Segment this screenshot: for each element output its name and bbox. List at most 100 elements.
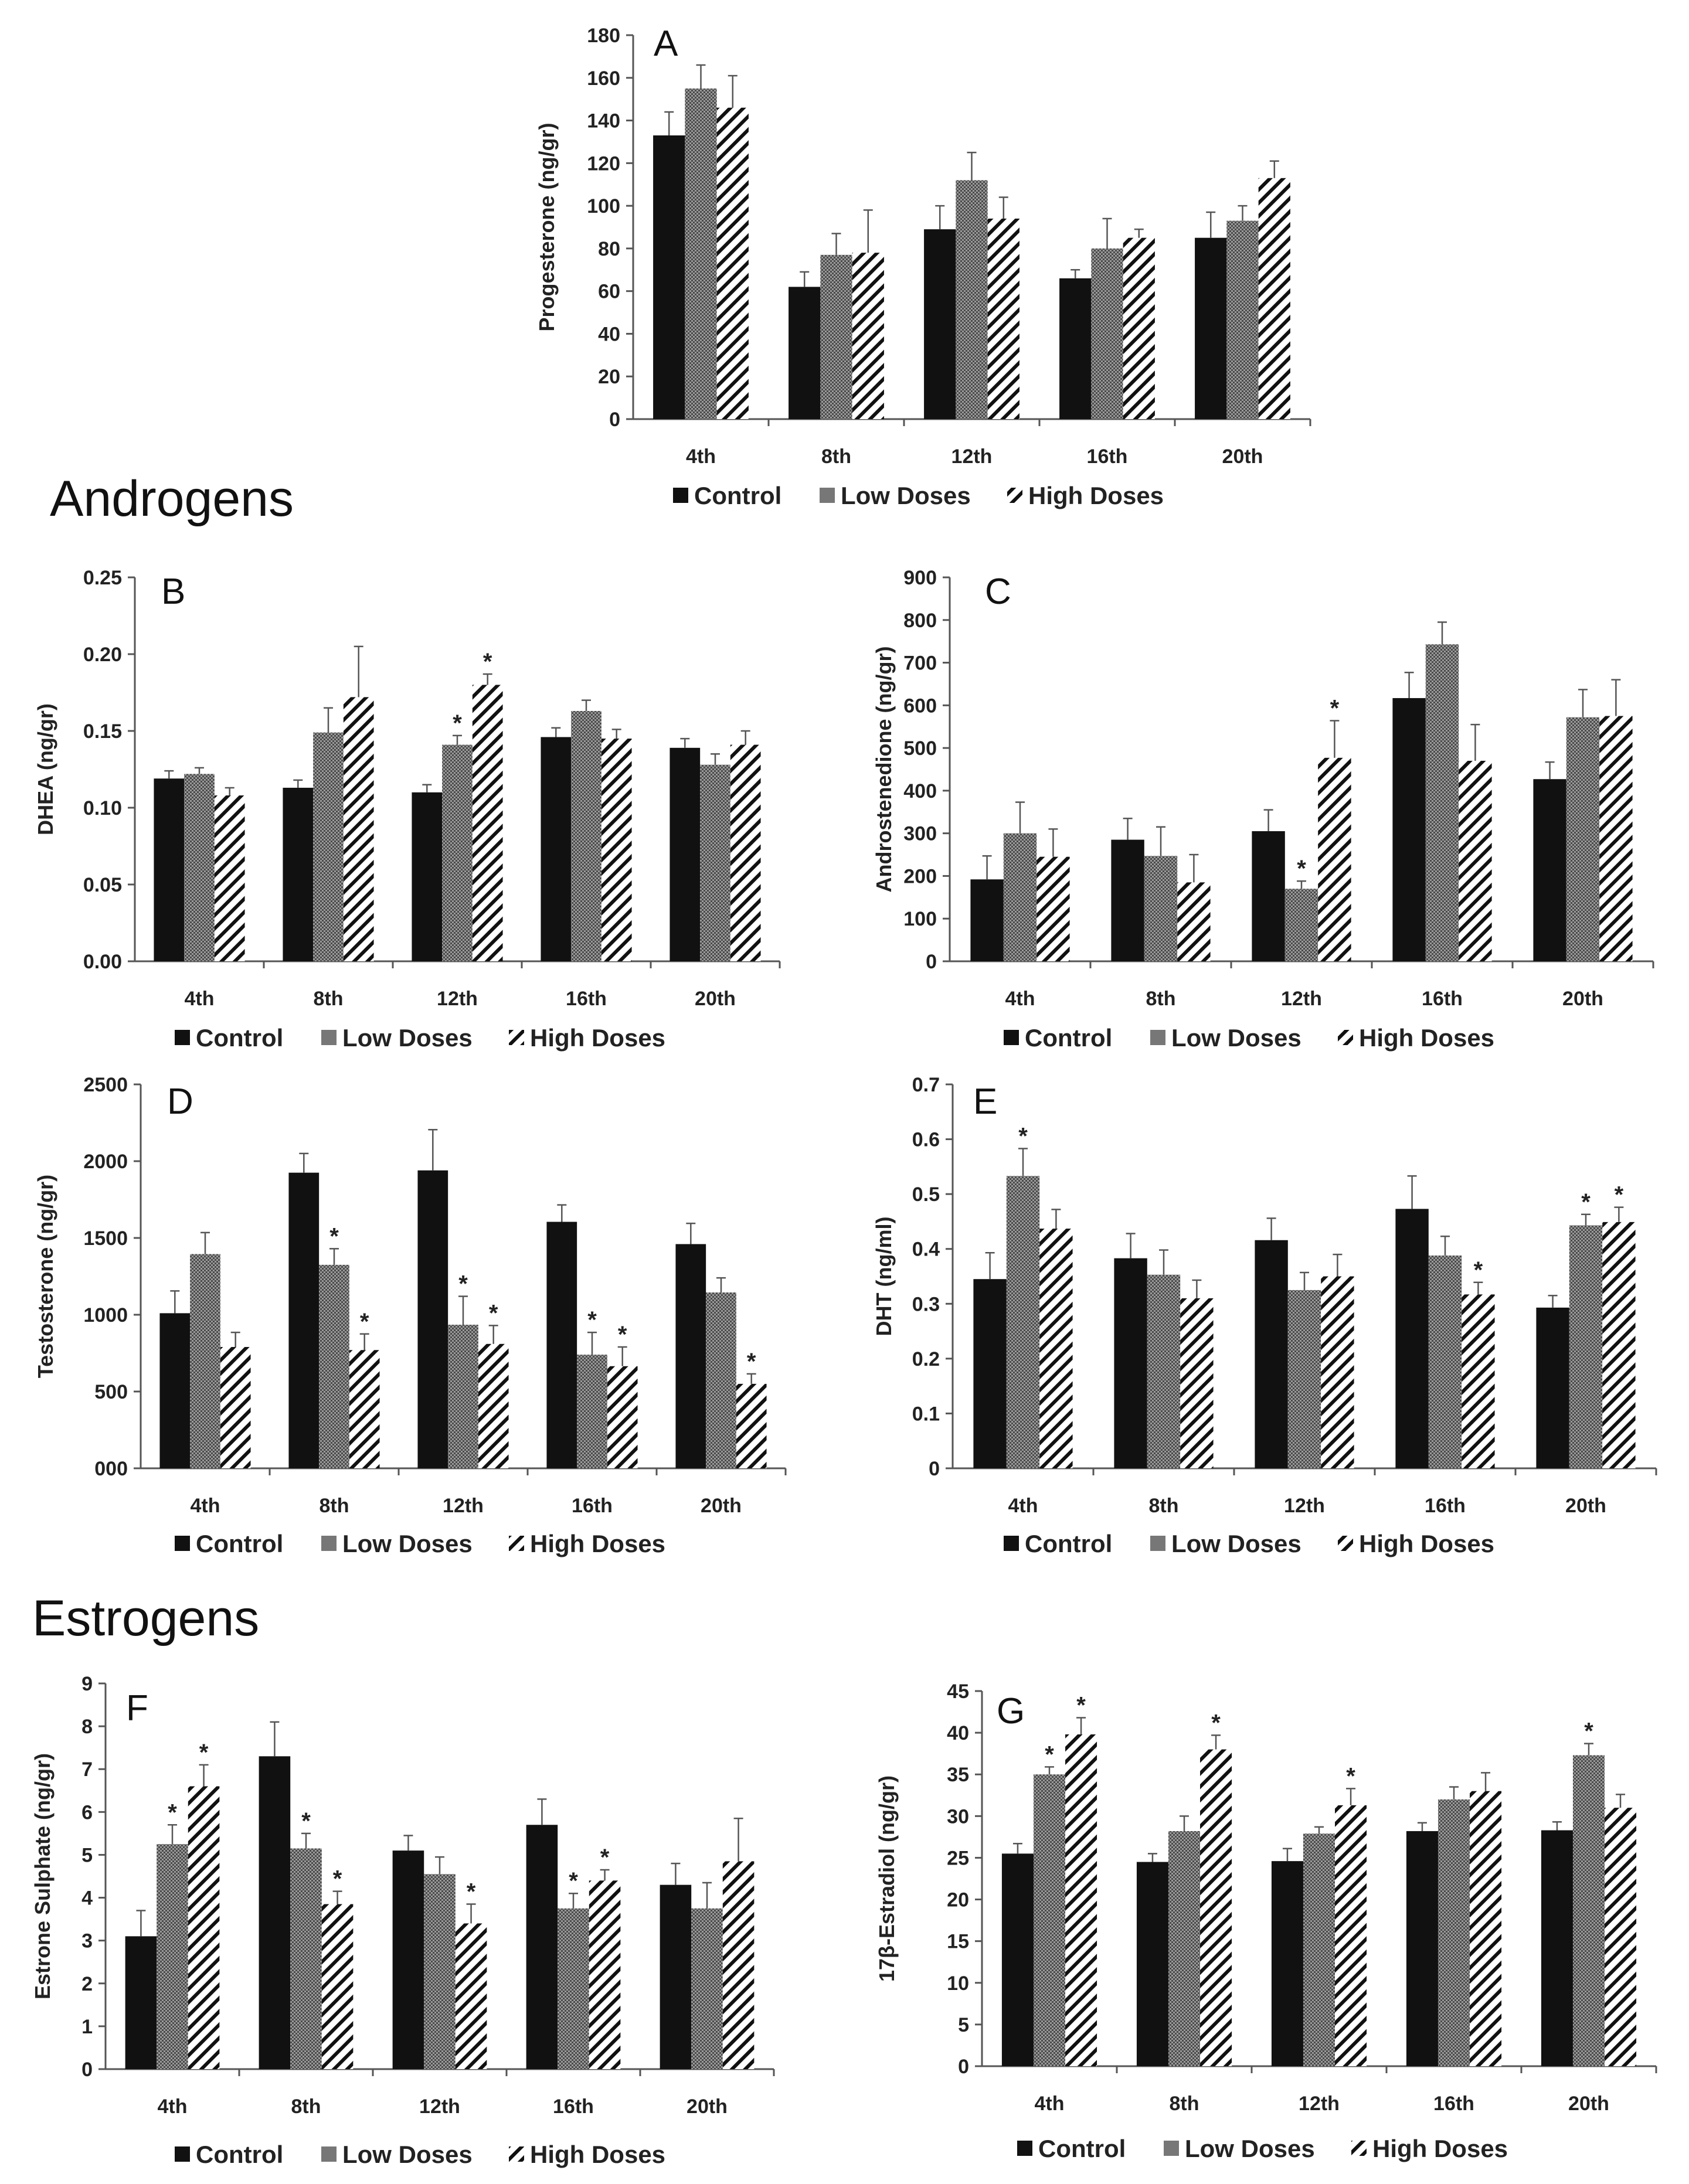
- bar-low-16th: [1428, 1255, 1462, 1468]
- y-tick-label: 0.05: [83, 874, 122, 896]
- x-tick-label: 20th: [695, 988, 736, 1010]
- y-tick-label: 0: [958, 2056, 969, 2078]
- x-tick-label: 20th: [1565, 1495, 1606, 1517]
- significance-star: *: [600, 1845, 610, 1870]
- bar-low-4th: [1003, 833, 1037, 961]
- y-tick-label: 0.6: [912, 1129, 940, 1151]
- x-tick-label: 20th: [1568, 2093, 1609, 2115]
- bar-low-12th: [448, 1325, 478, 1468]
- legend-swatch-high: [1338, 1536, 1353, 1551]
- bar-control-12th: [412, 792, 443, 961]
- y-tick-label: 15: [947, 1931, 969, 1953]
- bar-control-20th: [670, 747, 701, 961]
- bar-high-16th: [1459, 760, 1492, 961]
- legend-label-control: Control: [1038, 2135, 1126, 2162]
- y-tick-label: 800: [903, 610, 937, 632]
- bar-high-4th: [1065, 1734, 1097, 2066]
- panel-label: B: [161, 571, 185, 612]
- legend-label-control: Control: [196, 1530, 283, 1557]
- bar-high-12th: [1335, 1805, 1367, 2066]
- x-tick-label: 4th: [1008, 1495, 1038, 1517]
- bar-control-12th: [1271, 1861, 1303, 2066]
- x-tick-label: 4th: [191, 1495, 220, 1517]
- bar-high-8th: [321, 1904, 354, 2069]
- significance-star: *: [587, 1307, 597, 1333]
- bar-low-16th: [571, 710, 601, 961]
- y-tick-label: 300: [903, 823, 937, 845]
- x-tick-label: 8th: [314, 988, 344, 1010]
- legend-swatch-low: [321, 2146, 337, 2162]
- bar-low-16th: [1437, 1799, 1470, 2066]
- y-tick-label: 180: [587, 25, 620, 47]
- significance-star: *: [618, 1322, 627, 1348]
- legend-label-high: High Doses: [1359, 1530, 1494, 1557]
- significance-star: *: [301, 1808, 311, 1834]
- bar-control-4th: [125, 1936, 157, 2069]
- legend-label-low: Low Doses: [1171, 1530, 1301, 1557]
- x-tick-label: 16th: [1087, 445, 1128, 468]
- x-tick-label: 16th: [553, 2095, 594, 2118]
- x-tick-label: 12th: [443, 1495, 484, 1517]
- bar-high-20th: [730, 744, 761, 961]
- x-tick-label: 8th: [1170, 2093, 1199, 2115]
- legend: Control Low Doses High Doses: [175, 2141, 665, 2168]
- bar-low-12th: [1287, 1290, 1321, 1468]
- y-tick-label: 160: [587, 67, 620, 90]
- bar-high-16th: [1462, 1294, 1495, 1468]
- section-title-androgens: Androgens: [50, 471, 294, 527]
- bar-low-12th: [1303, 1833, 1335, 2066]
- bar-high-12th: [1321, 1276, 1354, 1468]
- y-tick-label: 9: [81, 1673, 93, 1695]
- x-tick-label: 8th: [821, 445, 851, 468]
- legend-swatch-high: [1007, 488, 1022, 503]
- bar-control-20th: [1536, 1307, 1569, 1468]
- bar-high-4th: [220, 1347, 251, 1468]
- panel-label: C: [985, 571, 1011, 612]
- bar-high-8th: [343, 697, 374, 961]
- y-tick-label: 20: [947, 1889, 969, 1911]
- legend-swatch-low: [820, 488, 835, 503]
- legend-swatch-high: [509, 2146, 524, 2162]
- bar-control-20th: [1533, 779, 1566, 961]
- y-tick-label: 0.10: [83, 797, 122, 819]
- significance-star: *: [1346, 1763, 1355, 1789]
- significance-star: *: [1076, 1693, 1086, 1719]
- bar-control-8th: [1136, 1862, 1168, 2066]
- y-tick-label: 400: [903, 780, 937, 802]
- y-tick-label: 0: [81, 2059, 93, 2081]
- legend: Control Low Doses High Doses: [1004, 1530, 1494, 1557]
- bar-high-8th: [1200, 1749, 1232, 2066]
- y-tick-label: 25: [947, 1847, 969, 1869]
- y-tick-label: 0.20: [83, 644, 122, 666]
- y-tick-label: 0.25: [83, 567, 122, 589]
- bar-control-4th: [1001, 1853, 1034, 2066]
- y-tick-label: 0.5: [912, 1183, 940, 1206]
- chart-b: 0.00 0.05 0.10 0.15 0.20 0.25 DHEA (ng/gr) B 4th…: [33, 567, 781, 1052]
- bar-low-4th: [184, 774, 215, 961]
- legend-swatch-low: [321, 1030, 337, 1045]
- legend-swatch-high: [1351, 2141, 1367, 2156]
- bar-high-20th: [736, 1383, 767, 1468]
- bar-low-20th: [1226, 220, 1259, 419]
- bar-low-8th: [1147, 1274, 1181, 1468]
- y-axis-label: DHT (ng/ml): [872, 1217, 896, 1336]
- bar-low-20th: [1569, 1225, 1603, 1468]
- bar-low-4th: [1033, 1774, 1066, 2066]
- significance-star: *: [1045, 1741, 1054, 1767]
- y-tick-label: 40: [598, 323, 620, 345]
- bar-control-16th: [1392, 698, 1426, 961]
- y-axis-label: 17β-Estradiol (ng/gr): [875, 1775, 899, 1982]
- bar-control-8th: [283, 787, 314, 961]
- legend-swatch-high: [509, 1030, 524, 1045]
- chart-a: 0 20 40 60 80 100 120 140 160 180 Progesterone (ng…: [535, 23, 1311, 509]
- y-tick-label: 30: [947, 1805, 969, 1828]
- panel-label: E: [973, 1081, 997, 1122]
- y-tick-label: 1000: [83, 1304, 128, 1326]
- significance-star: *: [467, 1879, 476, 1905]
- bar-high-20th: [1605, 1808, 1637, 2066]
- y-tick-label: 140: [587, 110, 620, 132]
- bar-control-4th: [159, 1313, 191, 1468]
- bar-control-20th: [1195, 237, 1227, 419]
- y-tick-label: 7: [81, 1758, 93, 1781]
- bar-low-12th: [1284, 889, 1318, 961]
